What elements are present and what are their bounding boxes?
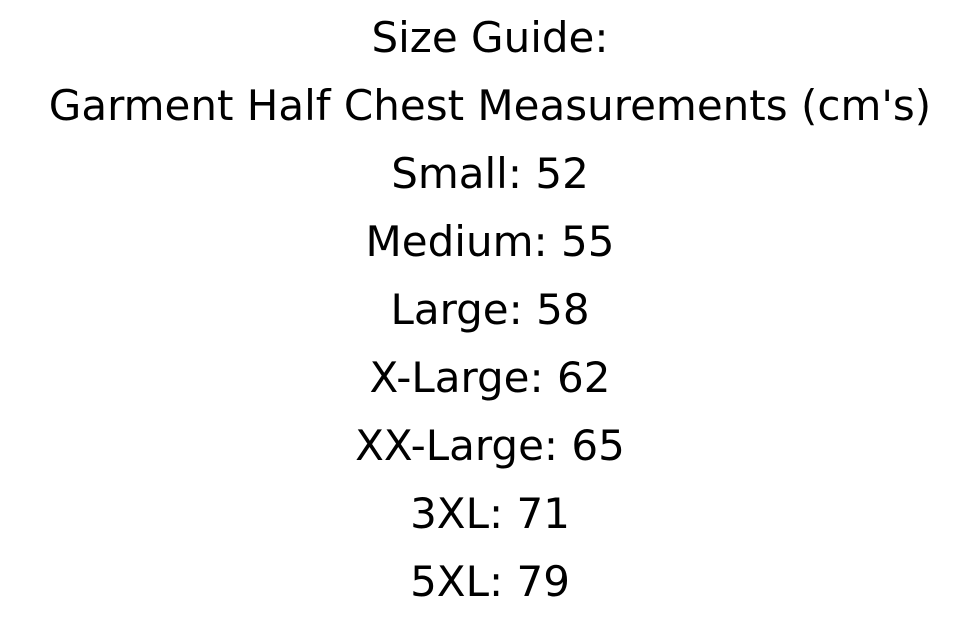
size-row-xx-large: XX-Large: 65 (355, 421, 625, 470)
size-row-small: Small: 52 (391, 149, 589, 198)
size-row-3xl: 3XL: 71 (410, 489, 570, 538)
size-row-x-large: X-Large: 62 (369, 353, 611, 402)
size-row-medium: Medium: 55 (365, 217, 615, 266)
size-row-large: Large: 58 (390, 285, 590, 334)
size-guide-subtitle: Garment Half Chest Measurements (cm's) (48, 81, 932, 130)
size-row-5xl: 5XL: 79 (410, 557, 570, 606)
size-guide: Size Guide: Garment Half Chest Measureme… (48, 13, 932, 606)
size-guide-title: Size Guide: (371, 13, 609, 62)
